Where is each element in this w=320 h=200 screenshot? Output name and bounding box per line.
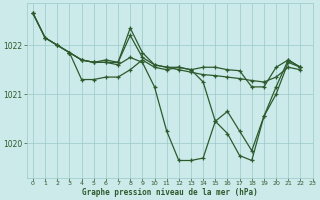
- X-axis label: Graphe pression niveau de la mer (hPa): Graphe pression niveau de la mer (hPa): [82, 188, 258, 197]
